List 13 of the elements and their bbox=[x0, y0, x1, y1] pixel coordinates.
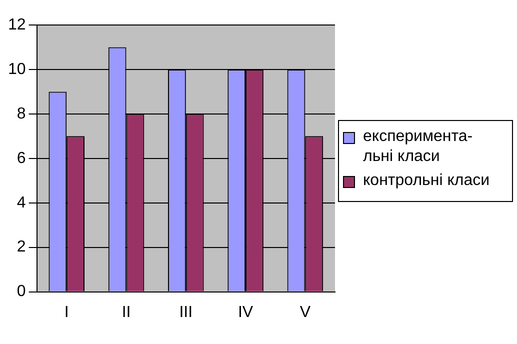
y-tick-label: 0 bbox=[16, 283, 26, 300]
y-tick-label: 2 bbox=[16, 238, 26, 256]
x-tick-label: I bbox=[64, 304, 69, 321]
y-tick-label: 6 bbox=[16, 150, 26, 167]
y-tick-label: 12 bbox=[8, 16, 26, 34]
legend-label: контрольні класи bbox=[363, 171, 491, 191]
x-tick-label: IV bbox=[238, 304, 254, 321]
y-tick-label: 8 bbox=[16, 105, 26, 122]
y-tick-label: 4 bbox=[16, 194, 26, 212]
x-tick-label: V bbox=[300, 304, 311, 321]
x-tick-label: II bbox=[122, 304, 131, 321]
x-tick-label: III bbox=[179, 304, 193, 321]
y-tick-label: 10 bbox=[8, 60, 26, 78]
